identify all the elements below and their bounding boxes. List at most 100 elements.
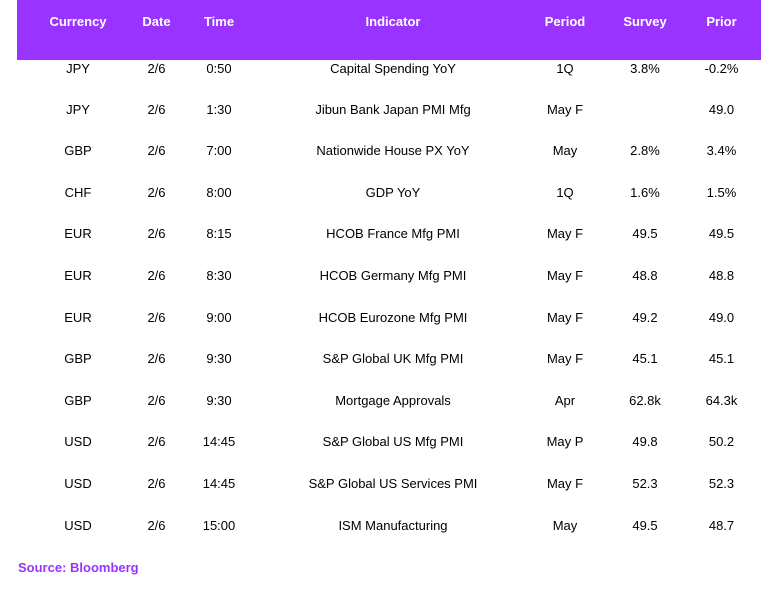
cell-date: 2/6 [147,226,166,242]
cell-indicator: S&P Global US Services PMI [308,475,478,491]
cell-date: 2/6 [147,143,166,159]
cell-survey: 1.6% [630,184,660,200]
cell-survey: 49.5 [632,226,658,242]
header-currency: Currency [49,14,107,29]
cell-prior: 45.1 [708,351,735,367]
cell-currency: EUR [64,309,92,325]
header-indicator: Indicator [365,14,421,29]
header-prior: Prior [706,14,737,29]
cell-period: May F [546,267,584,283]
cell-prior: 48.7 [708,517,735,533]
cell-currency: GBP [64,351,92,367]
table-row: GBP 2/6 9:30 Mortgage Approvals Apr 62.8k 64.3… [17,393,761,435]
cell-time: 9:30 [206,351,232,367]
economic-calendar-table: Currency Date Time Indicator Period Surv… [17,0,761,559]
cell-time: 0:50 [206,61,232,76]
cell-indicator: Capital Spending YoY [330,61,456,76]
cell-time: 9:30 [206,392,232,408]
cell-period: 1Q [556,61,574,76]
economic-calendar-table-container: Currency Date Time Indicator Period Surv… [17,0,761,559]
table-row: USD 2/6 15:00 ISM Manufacturing May 49.5 48.7 [17,518,761,560]
table-row: JPY 2/6 1:30 Jibun Bank Japan PMI Mfg May F 4… [17,102,761,144]
cell-survey: 48.8 [632,267,658,283]
cell-period: Apr [554,392,576,408]
table-row: EUR 2/6 8:30 HCOB Germany Mfg PMI May F 48.8 4… [17,268,761,310]
table-body: JPY 2/6 0:50 Capital Spending YoY 1Q 3.8% -0.2… [17,60,761,559]
cell-date: 2/6 [147,309,166,325]
cell-indicator: Nationwide House PX YoY [316,143,470,159]
cell-currency: USD [64,517,92,533]
cell-indicator: HCOB France Mfg PMI [326,226,460,242]
cell-time: 8:30 [206,267,232,283]
cell-indicator: Jibun Bank Japan PMI Mfg [315,101,471,117]
cell-prior: 48.8 [708,267,735,283]
cell-date: 2/6 [147,101,166,117]
cell-prior: 49.0 [708,309,735,325]
cell-period: May [552,517,578,533]
header-date: Date [142,14,171,29]
cell-prior: 52.3 [708,475,735,491]
cell-currency: EUR [64,226,92,242]
cell-currency: JPY [66,101,90,117]
cell-period: May P [546,434,584,450]
cell-time: 9:00 [206,309,232,325]
cell-period: May F [546,101,584,117]
cell-currency: USD [64,475,92,491]
header-period: Period [544,14,586,29]
cell-date: 2/6 [147,392,166,408]
cell-date: 2/6 [147,475,166,491]
cell-survey: 52.3 [632,475,658,491]
cell-indicator: S&P Global UK Mfg PMI [322,351,464,367]
cell-date: 2/6 [147,351,166,367]
cell-prior: 1.5% [706,184,737,200]
cell-currency: JPY [66,61,90,76]
cell-prior: 3.4% [706,143,737,159]
cell-period: May [552,143,578,159]
table-header: Currency Date Time Indicator Period Surv… [17,0,761,60]
cell-date: 2/6 [147,267,166,283]
cell-survey: 49.5 [632,517,658,533]
header-row: Currency Date Time Indicator Period Surv… [17,0,761,60]
cell-indicator: GDP YoY [365,184,421,200]
cell-survey: 49.8 [632,434,658,450]
header-time: Time [203,14,235,29]
cell-indicator: Mortgage Approvals [335,392,451,408]
cell-date: 2/6 [147,517,166,533]
cell-time: 8:15 [206,226,232,242]
cell-period: May F [546,226,584,242]
cell-currency: GBP [64,392,92,408]
table-row: USD 2/6 14:45 S&P Global US Mfg PMI May P 49.… [17,434,761,476]
cell-survey: 45.1 [632,351,658,367]
cell-time: 15:00 [202,517,236,533]
cell-currency: EUR [64,267,92,283]
cell-time: 7:00 [206,143,232,159]
table-row: GBP 2/6 9:30 S&P Global UK Mfg PMI May F 45.1… [17,351,761,393]
cell-time: 8:00 [206,184,232,200]
cell-period: May F [546,351,584,367]
table-row: EUR 2/6 9:00 HCOB Eurozone Mfg PMI May F 49.2… [17,310,761,352]
cell-currency: CHF [64,184,92,200]
cell-prior: 49.0 [708,101,735,117]
cell-indicator: HCOB Eurozone Mfg PMI [318,309,468,325]
cell-date: 2/6 [147,184,166,200]
table-row: CHF 2/6 8:00 GDP YoY 1Q 1.6% 1.5% [17,185,761,227]
cell-period: May F [546,475,584,491]
table-row: USD 2/6 14:45 S&P Global US Services PMI May… [17,476,761,518]
cell-time: 14:45 [202,434,236,450]
cell-prior: -0.2% [704,61,739,76]
cell-prior: 49.5 [708,226,735,242]
cell-survey: 3.8% [630,61,660,76]
cell-prior: 64.3k [705,392,738,408]
cell-time: 1:30 [206,101,232,117]
cell-survey: 49.2 [632,309,658,325]
cell-indicator: HCOB Germany Mfg PMI [319,267,467,283]
cell-currency: USD [64,434,92,450]
cell-currency: GBP [64,143,92,159]
cell-survey: 2.8% [630,143,660,159]
cell-survey: 62.8k [629,392,661,408]
header-survey: Survey [623,14,667,29]
cell-indicator: S&P Global US Mfg PMI [322,434,464,450]
source-note: Source: Bloomberg [18,560,139,575]
cell-prior: 50.2 [708,434,735,450]
table-row: EUR 2/6 8:15 HCOB France Mfg PMI May F 49.5 49… [17,226,761,268]
